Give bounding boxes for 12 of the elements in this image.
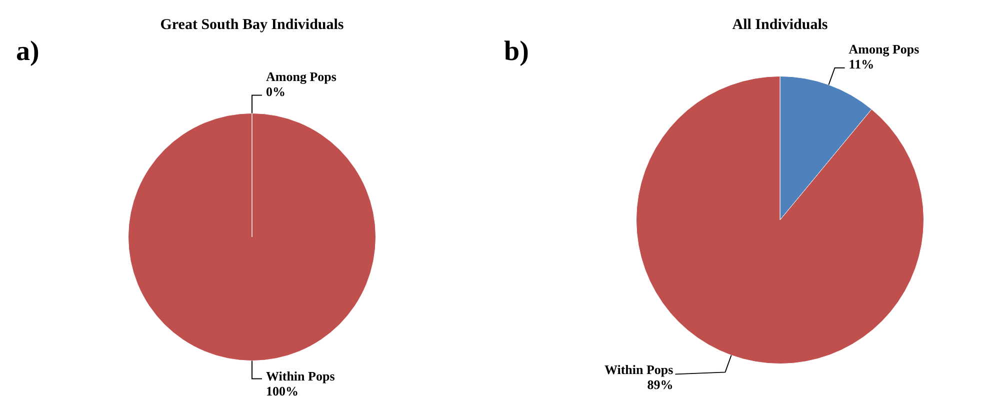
chart-title: All Individuals <box>732 16 828 33</box>
chart-title: Great South Bay Individuals <box>160 16 344 33</box>
slice-label: Within Pops <box>604 362 674 378</box>
text: b) <box>504 36 529 67</box>
data-label: 100% <box>266 384 298 399</box>
data-label: 89% <box>647 377 674 392</box>
slice-label: Among Pops <box>848 42 920 57</box>
slice-label: Within Pops <box>266 368 335 384</box>
text: 0% <box>266 84 286 100</box>
data-label: 11% <box>848 56 874 72</box>
text: a) <box>16 36 40 67</box>
category-label: Among Pops <box>266 69 336 84</box>
